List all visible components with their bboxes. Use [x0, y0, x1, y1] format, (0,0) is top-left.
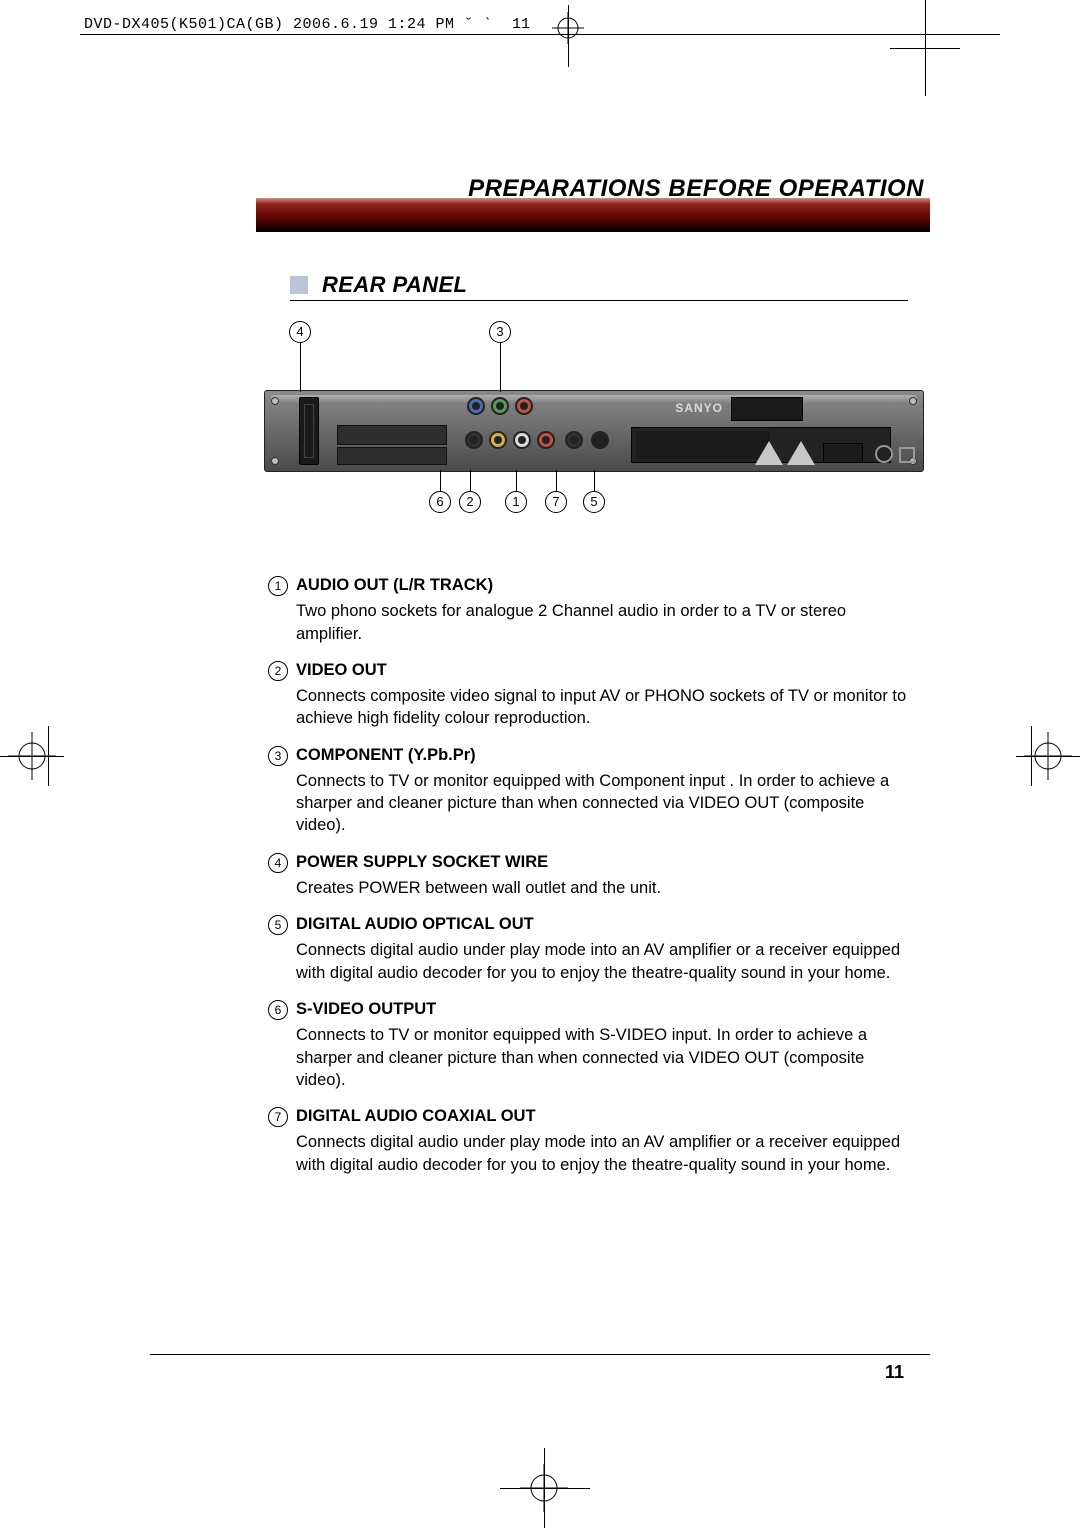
list-item: 6S-VIDEO OUTPUT Connects to TV or monitor…	[268, 998, 908, 1091]
item-number: 1	[268, 574, 296, 645]
item-title: COMPONENT (Y.Pb.Pr)	[296, 744, 908, 766]
callout-leader	[556, 470, 557, 491]
list-item: 3COMPONENT (Y.Pb.Pr) Connects to TV or mo…	[268, 744, 908, 837]
callout-leader	[440, 470, 441, 491]
item-text: Connects digital audio under play mode i…	[296, 1131, 908, 1176]
connector-cluster	[465, 397, 615, 467]
spec-plate	[731, 397, 803, 421]
section-header: REAR PANEL	[290, 272, 467, 298]
callout-number: 5	[583, 491, 605, 513]
item-text: Connects to TV or monitor equipped with …	[296, 770, 908, 837]
warning-triangle-icon	[787, 441, 815, 465]
header-page-mark: 11	[512, 16, 530, 33]
list-item: 2VIDEO OUT Connects composite video signa…	[268, 659, 908, 730]
rca-video-icon	[489, 431, 507, 449]
item-number: 4	[268, 851, 296, 900]
laser-plate	[823, 443, 863, 463]
item-body: COMPONENT (Y.Pb.Pr) Connects to TV or mon…	[296, 744, 908, 837]
header: DVD-DX405(K501)CA(GB) 2006.6.19 1:24 PM …	[84, 16, 493, 33]
page-footer-rule	[150, 1354, 930, 1355]
list-item: 4POWER SUPPLY SOCKET WIRE Creates POWER b…	[268, 851, 908, 900]
callout-number: 6	[429, 491, 451, 513]
rca-pb-icon	[467, 397, 485, 415]
rca-audio-r-icon	[537, 431, 555, 449]
page: DVD-DX405(K501)CA(GB) 2006.6.19 1:24 PM …	[0, 0, 1080, 1528]
section-title: REAR PANEL	[322, 272, 467, 298]
callout-leader	[594, 470, 595, 491]
item-title: AUDIO OUT (L/R TRACK)	[296, 574, 908, 596]
screw-icon	[271, 457, 279, 465]
power-socket-icon	[299, 397, 319, 465]
callout-leader	[470, 470, 471, 491]
callout-number: 4	[289, 321, 311, 343]
callout-leader	[300, 343, 301, 392]
item-text: Connects to TV or monitor equipped with …	[296, 1024, 908, 1091]
callout-number: 3	[489, 321, 511, 343]
content-list: 1AUDIO OUT (L/R TRACK) Two phono sockets …	[268, 574, 908, 1190]
cert-icon	[875, 445, 893, 463]
item-body: AUDIO OUT (L/R TRACK) Two phono sockets f…	[296, 574, 908, 645]
svideo-icon	[465, 431, 483, 449]
item-title: DIGITAL AUDIO COAXIAL OUT	[296, 1105, 908, 1127]
callout-number: 7	[545, 491, 567, 513]
section-bullet-icon	[290, 276, 308, 294]
item-title: S-VIDEO OUTPUT	[296, 998, 908, 1020]
rca-y-icon	[491, 397, 509, 415]
section-rule	[290, 300, 908, 301]
screw-icon	[271, 397, 279, 405]
crop-mark	[890, 48, 960, 49]
registration-mark-icon	[8, 732, 56, 780]
item-body: VIDEO OUT Connects composite video signal…	[296, 659, 908, 730]
item-number: 5	[268, 913, 296, 984]
registration-mark-icon	[520, 1464, 568, 1512]
callout-number: 2	[459, 491, 481, 513]
item-number: 6	[268, 998, 296, 1091]
item-text: Connects composite video signal to input…	[296, 685, 908, 730]
callout-leader	[500, 343, 501, 392]
warning-triangle-icon	[755, 441, 783, 465]
item-body: DIGITAL AUDIO COAXIAL OUT Connects digita…	[296, 1105, 908, 1176]
item-title: VIDEO OUT	[296, 659, 908, 681]
item-title: POWER SUPPLY SOCKET WIRE	[296, 851, 908, 873]
chapter-title: PREPARATIONS BEFORE OPERATION	[468, 175, 924, 203]
callout-number: 1	[505, 491, 527, 513]
warning-text-plate	[636, 431, 770, 459]
rca-audio-l-icon	[513, 431, 531, 449]
cert-icon	[899, 447, 915, 463]
rca-pr-icon	[515, 397, 533, 415]
item-number: 2	[268, 659, 296, 730]
item-title: DIGITAL AUDIO OPTICAL OUT	[296, 913, 908, 935]
registration-mark-icon	[1024, 732, 1072, 780]
panel-label	[337, 425, 447, 445]
optical-icon	[591, 431, 609, 449]
item-body: POWER SUPPLY SOCKET WIRE Creates POWER be…	[296, 851, 908, 900]
panel-label	[337, 447, 447, 465]
header-filename: DVD-DX405(K501)CA(GB) 2006.6.19 1:24 PM …	[84, 16, 493, 33]
page-number: 11	[885, 1362, 904, 1383]
list-item: 1AUDIO OUT (L/R TRACK) Two phono sockets …	[268, 574, 908, 645]
list-item: 5DIGITAL AUDIO OPTICAL OUT Connects digit…	[268, 913, 908, 984]
device-panel: SANYO	[264, 390, 924, 472]
item-body: S-VIDEO OUTPUT Connects to TV or monitor …	[296, 998, 908, 1091]
coaxial-icon	[565, 431, 583, 449]
item-body: DIGITAL AUDIO OPTICAL OUT Connects digita…	[296, 913, 908, 984]
item-number: 7	[268, 1105, 296, 1176]
callout-leader	[516, 470, 517, 491]
item-text: Creates POWER between wall outlet and th…	[296, 877, 908, 899]
item-text: Two phono sockets for analogue 2 Channel…	[296, 600, 908, 645]
item-number: 3	[268, 744, 296, 837]
crop-mark	[568, 5, 569, 67]
list-item: 7DIGITAL AUDIO COAXIAL OUT Connects digit…	[268, 1105, 908, 1176]
item-text: Connects digital audio under play mode i…	[296, 939, 908, 984]
screw-icon	[909, 397, 917, 405]
brand-label: SANYO	[675, 401, 723, 415]
